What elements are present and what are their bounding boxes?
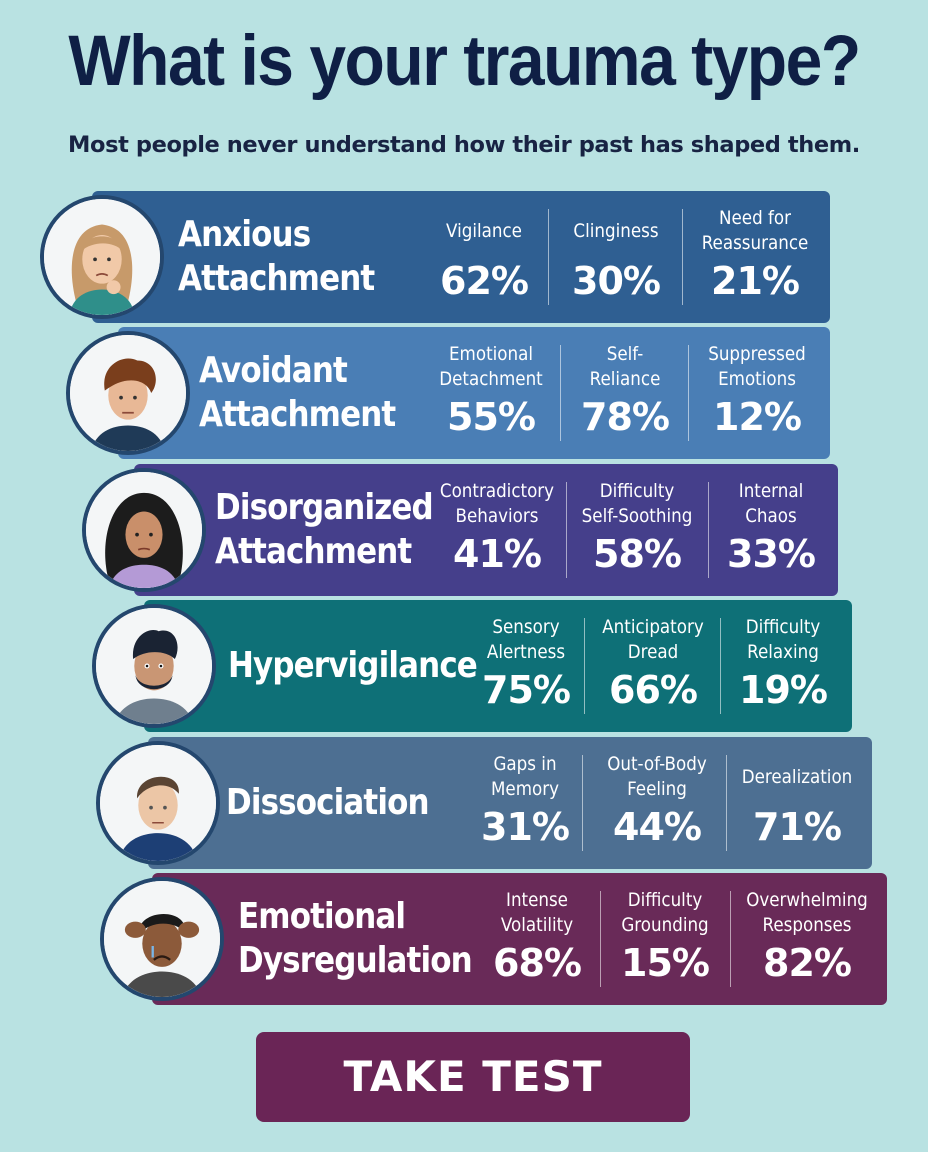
stat-self-reliance: Self- Reliance 78%: [581, 343, 670, 439]
row-band: [118, 327, 830, 459]
stat-divider: [688, 345, 689, 441]
row-band: [134, 464, 838, 596]
row-band: [144, 600, 852, 732]
stat-internal-chaos: Internal Chaos 33%: [727, 480, 816, 576]
trauma-type-row-disorganized-attachment: Disorganized Attachment Contradictory Beha…: [82, 464, 838, 596]
stat-divider: [560, 345, 561, 441]
stat-divider: [600, 891, 601, 987]
stat-divider: [720, 618, 721, 714]
trauma-type-row-avoidant-attachment: Avoidant Attachment Emotional Detachment 5…: [66, 327, 830, 459]
distressed-person-avatar: [100, 877, 224, 1001]
stat-intense-volatility: Intense Volatility 68%: [493, 889, 582, 985]
dissociated-person-illustration: [100, 745, 216, 861]
page-subtitle: Most people never understand how their p…: [68, 132, 860, 158]
stat-emotional-detachment: Emotional Detachment 55%: [439, 343, 543, 439]
stat-sensory-alertness: Sensory Alertness 75%: [482, 616, 571, 712]
trauma-type-row-dissociation: Dissociation Gaps in Memory 31% Out-of-Bo…: [96, 737, 872, 869]
dissociated-person-avatar: [96, 741, 220, 865]
trauma-type-name: Anxious Attachment: [178, 214, 375, 299]
disorganized-person-illustration: [86, 472, 202, 588]
trauma-type-row-hypervigilance: Hypervigilance Sensory Alertness 75% Anti…: [92, 600, 852, 732]
stat-difficulty-self-soothing: Difficulty Self-Soothing 58%: [581, 480, 693, 576]
row-band: [148, 737, 872, 869]
stat-divider: [548, 209, 549, 305]
trauma-type-row-emotional-dysregulation: Emotional Dysregulation Intense Volatility…: [100, 873, 887, 1005]
trauma-type-name: Disorganized Attachment: [215, 487, 434, 572]
stat-divider: [566, 482, 567, 578]
trauma-type-name: Dissociation: [226, 782, 430, 823]
stat-need-for-reassurance: Need for Reassurance 21%: [701, 207, 809, 303]
distressed-person-illustration: [104, 881, 220, 997]
stat-divider: [708, 482, 709, 578]
stat-gaps-in-memory: Gaps in Memory 31%: [481, 753, 570, 849]
trauma-type-name: Avoidant Attachment: [199, 350, 396, 435]
stat-clinginess: Clinginess 30%: [572, 219, 661, 304]
stat-divider: [682, 209, 683, 305]
stat-difficulty-grounding: Difficulty Grounding 15%: [621, 889, 710, 985]
stat-anticipatory-dread: Anticipatory Dread 66%: [602, 616, 704, 712]
stat-divider: [582, 755, 583, 851]
trauma-type-name: Hypervigilance: [228, 645, 478, 686]
stat-divider: [730, 891, 731, 987]
stat-divider: [726, 755, 727, 851]
trauma-type-name: Emotional Dysregulation: [238, 896, 473, 981]
stat-suppressed-emotions: Suppressed Emotions 12%: [708, 343, 806, 439]
avoidant-person-avatar: [66, 331, 190, 455]
anxious-person-illustration: [44, 199, 160, 315]
stat-derealization: Derealization 71%: [741, 765, 853, 850]
stat-out-of-body-feeling: Out-of-Body Feeling 44%: [607, 753, 707, 849]
stat-difficulty-relaxing: Difficulty Relaxing 19%: [739, 616, 828, 712]
anxious-person-avatar: [40, 195, 164, 319]
hypervigilant-person-avatar: [92, 604, 216, 728]
page-title: What is your trauma type?: [68, 20, 861, 100]
trauma-type-row-anxious-attachment: Anxious Attachment Vigilance 62% Clingine…: [40, 191, 830, 323]
stat-vigilance: Vigilance 62%: [440, 219, 529, 304]
hypervigilant-person-illustration: [96, 608, 212, 724]
row-band: [92, 191, 830, 323]
stat-overwhelming-responses: Overwhelming Responses 82%: [746, 889, 868, 985]
take-test-button[interactable]: TAKE TEST: [256, 1032, 690, 1122]
stat-contradictory-behaviors: Contradictory Behaviors 41%: [439, 480, 555, 576]
disorganized-person-avatar: [82, 468, 206, 592]
row-band: [152, 873, 887, 1005]
stat-divider: [584, 618, 585, 714]
avoidant-person-illustration: [70, 335, 186, 451]
